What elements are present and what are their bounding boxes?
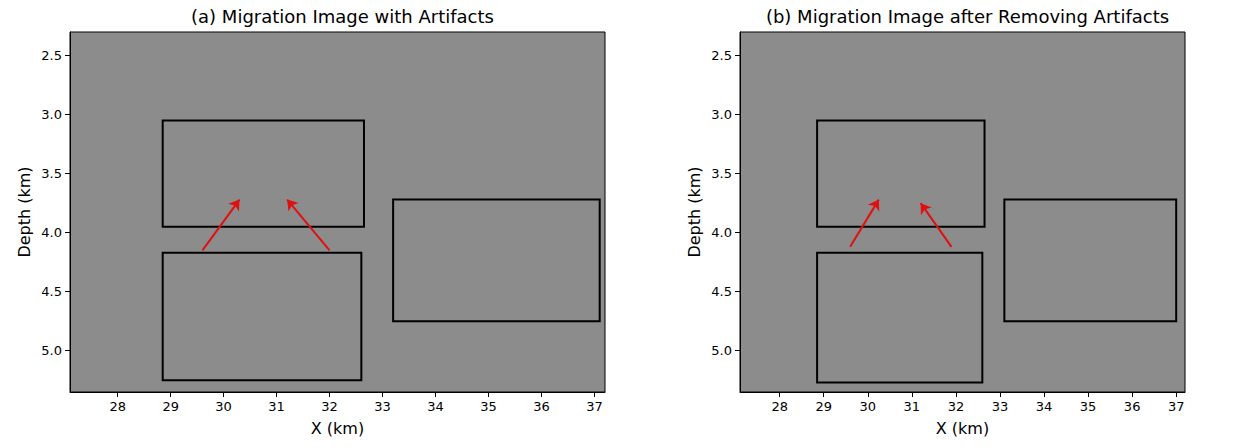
svg-text:4.5: 4.5 — [41, 284, 62, 299]
svg-text:29: 29 — [815, 399, 832, 414]
svg-text:34: 34 — [427, 399, 444, 414]
svg-text:29: 29 — [162, 399, 179, 414]
svg-text:32: 32 — [948, 399, 965, 414]
svg-text:Depth (km): Depth (km) — [685, 166, 704, 257]
svg-text:36: 36 — [1124, 399, 1141, 414]
svg-text:31: 31 — [904, 399, 921, 414]
svg-text:37: 37 — [1168, 399, 1185, 414]
svg-text:4.5: 4.5 — [711, 284, 732, 299]
svg-text:5.0: 5.0 — [711, 343, 732, 358]
svg-text:4.0: 4.0 — [41, 225, 62, 240]
svg-text:31: 31 — [268, 399, 285, 414]
svg-text:33: 33 — [374, 399, 391, 414]
svg-text:32: 32 — [321, 399, 338, 414]
svg-text:3.0: 3.0 — [41, 107, 62, 122]
svg-text:3.5: 3.5 — [41, 166, 62, 181]
svg-text:3.5: 3.5 — [711, 166, 732, 181]
svg-text:X (km): X (km) — [936, 419, 989, 438]
svg-text:5.0: 5.0 — [41, 343, 62, 358]
svg-text:36: 36 — [533, 399, 550, 414]
svg-text:28: 28 — [109, 399, 126, 414]
svg-text:2.5: 2.5 — [41, 48, 62, 63]
svg-text:(a) Migration Image with Artif: (a) Migration Image with Artifacts — [191, 6, 494, 27]
svg-text:(b) Migration Image after Remo: (b) Migration Image after Removing Artif… — [766, 6, 1169, 27]
svg-text:34: 34 — [1036, 399, 1053, 414]
svg-text:37: 37 — [586, 399, 603, 414]
svg-text:30: 30 — [859, 399, 876, 414]
svg-text:3.0: 3.0 — [711, 107, 732, 122]
svg-text:33: 33 — [992, 399, 1009, 414]
svg-text:28: 28 — [771, 399, 788, 414]
svg-text:Depth (km): Depth (km) — [15, 166, 34, 257]
svg-text:35: 35 — [1080, 399, 1097, 414]
svg-text:4.0: 4.0 — [711, 225, 732, 240]
svg-text:35: 35 — [480, 399, 497, 414]
svg-text:2.5: 2.5 — [711, 48, 732, 63]
svg-text:30: 30 — [215, 399, 232, 414]
svg-text:X (km): X (km) — [311, 419, 364, 438]
